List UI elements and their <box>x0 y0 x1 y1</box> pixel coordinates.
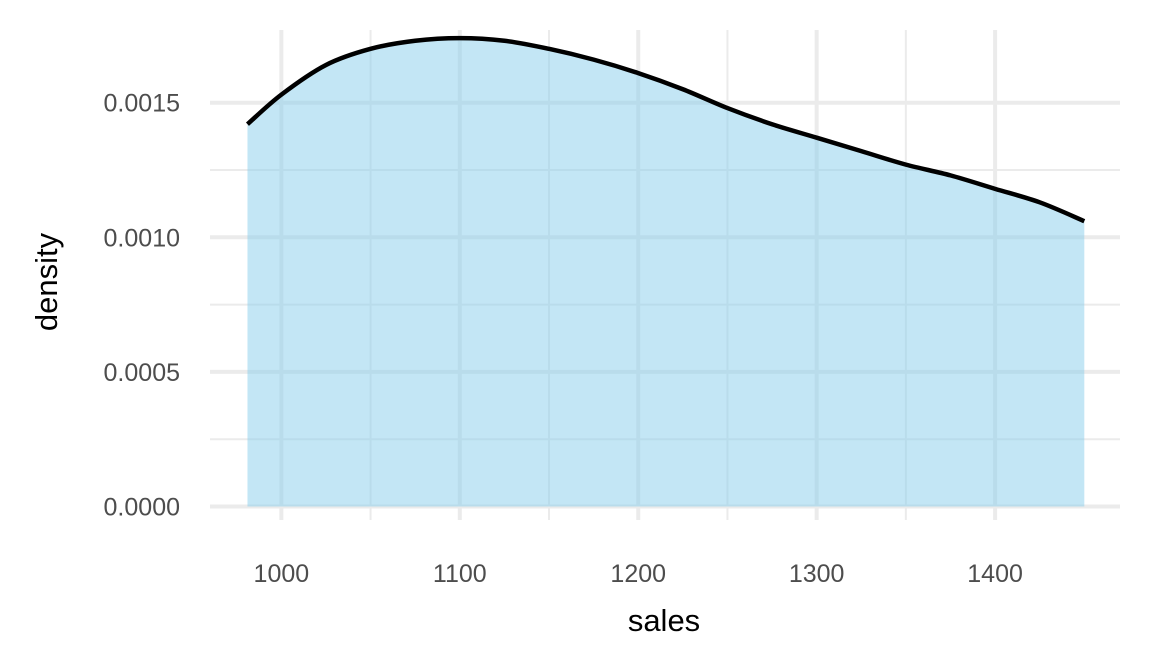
x-tick-label: 1100 <box>433 560 487 588</box>
x-tick-label: 1000 <box>254 560 310 588</box>
y-tick-label: 0.0015 <box>104 90 180 118</box>
x-axis-tick-labels: 1000 1100 1200 1300 1400 <box>254 560 1023 588</box>
x-tick-label: 1200 <box>610 560 666 588</box>
y-tick-label: 0.0005 <box>104 359 180 387</box>
y-tick-label: 0.0010 <box>104 224 180 252</box>
y-tick-label: 0.0000 <box>104 494 180 522</box>
density-area <box>247 38 1085 507</box>
y-axis-tick-labels: 0.0000 0.0005 0.0010 0.0015 <box>104 90 180 522</box>
x-tick-label: 1300 <box>789 560 845 588</box>
x-tick-label: 1400 <box>967 560 1023 588</box>
x-axis-title: sales <box>628 603 700 638</box>
density-series <box>245 35 1086 507</box>
density-line <box>245 35 1086 224</box>
y-axis-title: density <box>29 232 64 331</box>
